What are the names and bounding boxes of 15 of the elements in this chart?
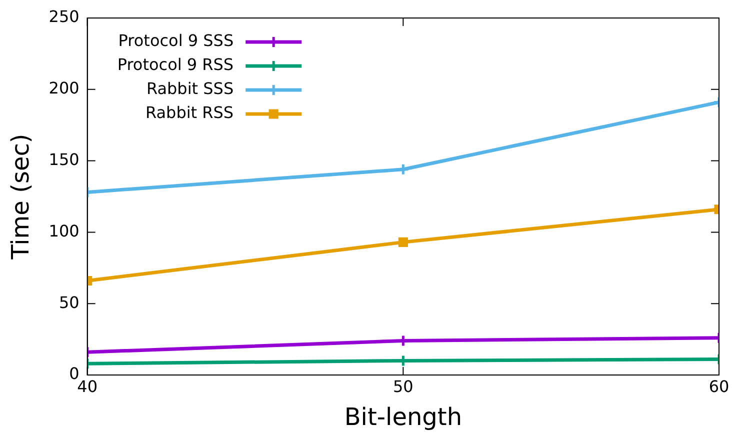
y-tick-label: 200 (48, 78, 80, 98)
legend-label: Protocol 9 RSS (117, 55, 234, 74)
x-tick-label: 50 (392, 376, 414, 396)
x-axis-title: Bit-length (344, 402, 462, 431)
y-tick-label: 0 (69, 364, 80, 384)
legend-label: Protocol 9 SSS (118, 31, 234, 50)
legend-label: Rabbit SSS (146, 79, 234, 98)
y-tick-label: 100 (48, 221, 80, 240)
y-tick-label: 150 (48, 150, 80, 169)
y-axis-title: Time (sec) (6, 134, 35, 260)
y-tick-label: 50 (58, 292, 80, 312)
legend-label: Rabbit RSS (145, 103, 234, 122)
x-tick-label: 40 (77, 376, 98, 396)
y-tick-label: 250 (48, 7, 80, 26)
x-tick-label: 60 (708, 376, 730, 396)
